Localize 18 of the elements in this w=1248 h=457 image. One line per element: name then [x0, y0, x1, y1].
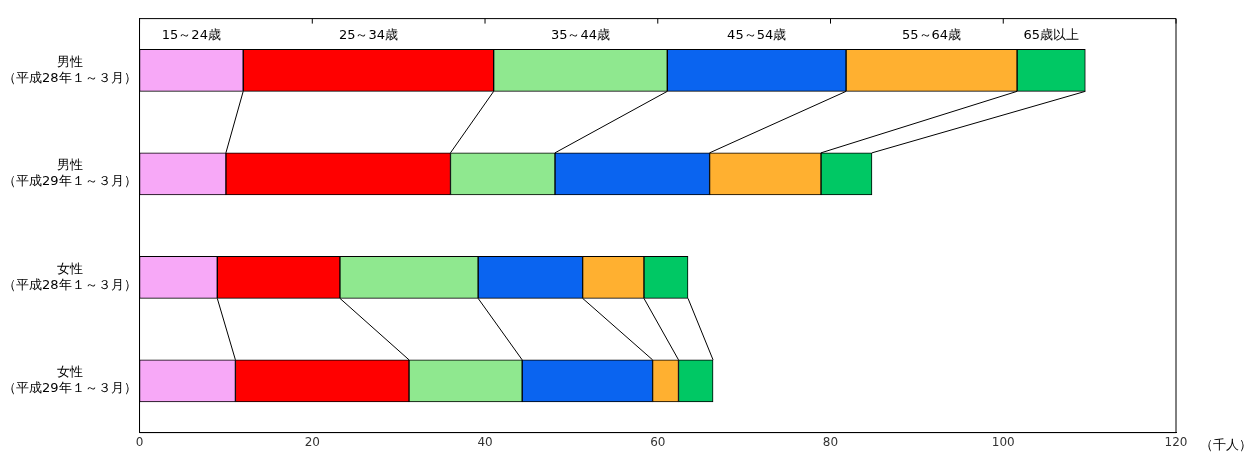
series-label: 65歳以上	[1023, 26, 1079, 42]
y-tick-label: 男性（平成28年１～３月）	[3, 53, 137, 85]
y-tick-label: 女性（平成29年１～３月）	[3, 364, 137, 396]
y-tick-label: 男性（平成29年１～３月）	[3, 157, 137, 189]
x-axis-title: （千人）	[1200, 436, 1248, 452]
x-tick-label: 80	[822, 434, 839, 449]
series-label: 15～24歳	[161, 26, 221, 42]
series-label: 35～44歳	[550, 26, 611, 42]
x-tick-label: 20	[304, 434, 320, 449]
x-tick-label: 40	[477, 434, 493, 449]
x-tick-label: 0	[135, 434, 144, 449]
x-tick-label: 60	[650, 434, 666, 449]
series-label: 25～34歳	[338, 26, 398, 42]
series-label: 55～64歳	[902, 26, 962, 42]
x-tick-label: 120	[1164, 434, 1188, 449]
y-tick-label: 女性（平成28年１～３月）	[3, 260, 137, 292]
series-label: 45～54歳	[727, 26, 787, 42]
x-tick-label: 100	[991, 434, 1015, 449]
